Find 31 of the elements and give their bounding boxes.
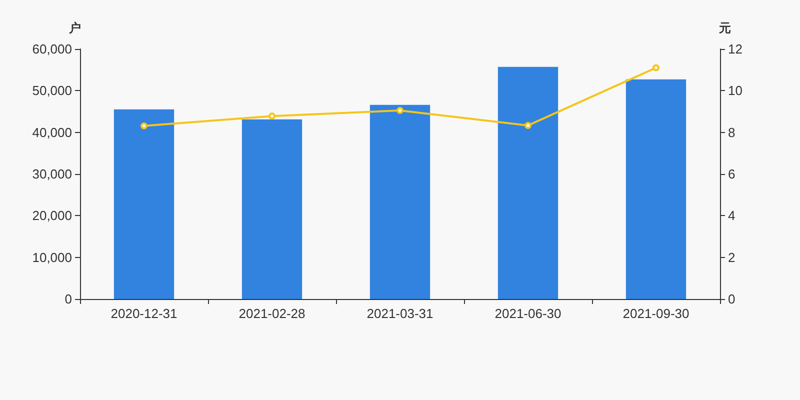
y2-tick-label: 12 xyxy=(728,42,742,56)
point xyxy=(140,122,148,130)
y2-tick-label: 2 xyxy=(728,250,736,265)
y2-tick-label: 0 xyxy=(728,292,736,306)
x-tick-label: 2021-03-31 xyxy=(366,306,434,321)
bar xyxy=(370,104,430,299)
bar xyxy=(114,109,174,299)
y-axis-title: 户 xyxy=(68,21,81,35)
bar xyxy=(498,66,558,299)
point xyxy=(652,64,660,72)
x-tick-label: 2021-02-28 xyxy=(238,306,306,321)
y2-axis-title: 元 xyxy=(718,21,731,35)
bar xyxy=(626,79,686,299)
y-tick-label: 50,000 xyxy=(32,83,72,98)
y2-tick-label: 8 xyxy=(728,124,736,140)
y-tick-label: 0 xyxy=(64,292,72,306)
x-tick-label: 2020-12-31 xyxy=(110,306,178,321)
point xyxy=(396,106,404,114)
point xyxy=(268,112,276,120)
y-tick-label: 10,000 xyxy=(32,250,72,265)
bar xyxy=(242,119,302,299)
y2-tick-label: 4 xyxy=(728,208,736,224)
y-tick-label: 20,000 xyxy=(32,208,72,224)
x-tick-label: 2021-09-30 xyxy=(622,306,690,321)
y-tick-label: 30,000 xyxy=(32,166,72,182)
y-tick-label: 60,000 xyxy=(32,42,72,56)
y2-tick-label: 10 xyxy=(728,83,742,98)
y-tick-label: 40,000 xyxy=(32,124,72,140)
y2-tick-label: 6 xyxy=(728,166,736,182)
point xyxy=(524,122,532,129)
x-tick-label: 2021-06-30 xyxy=(494,306,562,321)
